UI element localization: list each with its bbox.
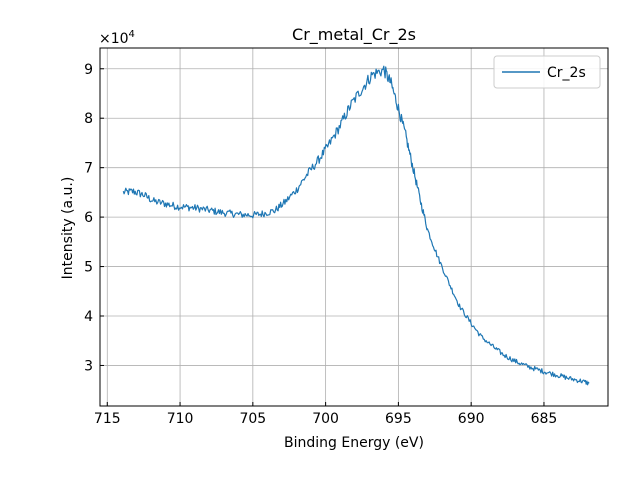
grid-lines	[100, 48, 608, 406]
tick-marks	[100, 68, 545, 406]
y-tick-label: 9	[84, 62, 93, 78]
y-axis-scale-factor: ×104	[99, 29, 135, 47]
legend-box	[493, 55, 601, 89]
y-tick-label: 5	[84, 260, 93, 276]
y-tick-label: 4	[84, 309, 93, 325]
x-tick-label: 715	[94, 411, 121, 427]
legend-label-cr-2s: Cr_2s	[547, 65, 586, 81]
y-axis-label: Intensity (a.u.)	[60, 177, 76, 280]
legend: Cr_2s	[493, 55, 601, 89]
y-axis-scale-base: ×10	[99, 31, 129, 47]
x-tick-label: 700	[312, 411, 339, 427]
series-line-cr-2s	[122, 65, 590, 386]
y-tick-label: 7	[84, 161, 93, 177]
chart-title: Cr_metal_Cr_2s	[292, 25, 416, 45]
x-tick-label: 710	[167, 411, 194, 427]
axes-frame	[99, 47, 609, 407]
x-tick-label: 685	[531, 411, 558, 427]
y-tick-label: 3	[84, 358, 93, 374]
x-axis-label: Binding Energy (eV)	[284, 435, 424, 451]
y-axis-scale-exponent: 4	[129, 29, 135, 40]
tick-labels: 715 710 705 700 695 690 685 3 4 5 6 7 8 9	[84, 62, 557, 427]
y-tick-label: 8	[84, 111, 93, 127]
series-layer	[122, 65, 590, 386]
y-tick-label: 6	[84, 210, 93, 226]
x-tick-label: 705	[239, 411, 266, 427]
x-tick-label: 695	[385, 411, 412, 427]
x-tick-label: 690	[458, 411, 485, 427]
